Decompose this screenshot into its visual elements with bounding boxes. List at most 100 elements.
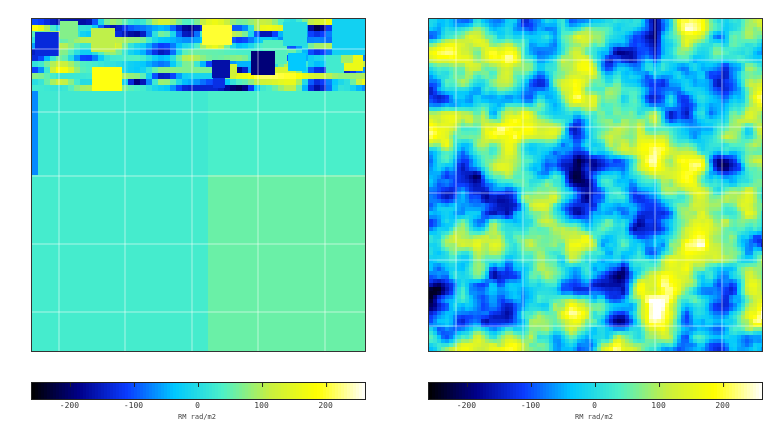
map-cell <box>609 175 613 179</box>
map-cell <box>685 175 689 179</box>
map-cell <box>609 203 613 207</box>
map-cell <box>266 79 272 85</box>
map-cell <box>525 183 529 187</box>
map-cell <box>569 55 573 59</box>
map-cell <box>445 123 449 127</box>
map-cell <box>573 111 577 115</box>
map-cell <box>661 123 665 127</box>
map-cell <box>621 71 625 75</box>
map-cell <box>62 37 68 43</box>
map-cell <box>745 155 749 159</box>
map-cell <box>182 49 188 55</box>
map-cell <box>188 79 194 85</box>
map-cell <box>705 35 709 39</box>
map-cell <box>681 111 685 115</box>
map-cell <box>433 103 437 107</box>
map-cell <box>80 31 86 37</box>
map-cell <box>665 55 669 59</box>
map-cell <box>665 195 669 199</box>
map-cell <box>501 63 505 67</box>
map-cell <box>629 195 633 199</box>
map-cell <box>621 87 625 91</box>
map-cell <box>657 171 661 175</box>
map-cell <box>457 159 461 163</box>
map-cell <box>721 111 725 115</box>
map-cell <box>673 103 677 107</box>
colorbar-segment <box>245 383 249 399</box>
map-cell <box>741 143 745 147</box>
colorbar-segment <box>308 383 312 399</box>
map-cell <box>597 111 601 115</box>
map-cell <box>577 55 581 59</box>
map-cell <box>597 63 601 67</box>
map-cell <box>585 103 589 107</box>
map-cell <box>681 167 685 171</box>
map-cell <box>429 135 433 139</box>
map-cell <box>705 55 709 59</box>
map-cell <box>609 211 613 215</box>
map-cell <box>573 155 577 159</box>
map-cell <box>537 39 541 43</box>
map-cell <box>713 19 717 23</box>
map-cell <box>677 163 681 167</box>
map-cell <box>601 63 605 67</box>
map-cell <box>146 43 152 49</box>
map-cell <box>681 195 685 199</box>
map-cell <box>489 147 493 151</box>
map-cell <box>32 79 38 85</box>
map-cell <box>717 91 721 95</box>
map-cell <box>729 63 733 67</box>
map-cell <box>601 123 605 127</box>
map-cell <box>725 115 729 119</box>
map-cell <box>461 107 465 111</box>
map-cell <box>681 39 685 43</box>
map-cell <box>637 63 641 67</box>
map-cell <box>251 51 275 75</box>
map-cell <box>134 19 140 25</box>
map-cell <box>701 127 705 131</box>
map-cell <box>713 127 717 131</box>
map-cell <box>158 25 164 31</box>
map-cell <box>242 43 248 49</box>
map-cell <box>441 39 445 43</box>
map-cell <box>669 127 673 131</box>
map-cell <box>429 75 433 79</box>
map-cell <box>685 47 689 51</box>
map-cell <box>501 51 505 55</box>
map-cell <box>649 171 653 175</box>
map-cell <box>621 19 625 23</box>
map-cell <box>605 71 609 75</box>
map-cell <box>637 75 641 79</box>
map-cell <box>541 131 545 135</box>
map-cell <box>717 199 721 203</box>
map-cell <box>557 163 561 167</box>
map-cell <box>473 147 477 151</box>
map-cell <box>140 25 146 31</box>
map-cell <box>621 31 625 35</box>
map-cell <box>218 19 224 25</box>
map-cell <box>545 199 549 203</box>
map-cell <box>645 99 649 103</box>
map-cell <box>585 195 589 199</box>
map-cell <box>593 151 597 155</box>
map-cell <box>541 135 545 139</box>
map-cell <box>493 39 497 43</box>
map-cell <box>561 67 565 71</box>
map-cell <box>597 43 601 47</box>
map-cell <box>649 35 653 39</box>
map-cell <box>737 151 741 155</box>
map-cell <box>689 167 693 171</box>
map-cell <box>525 167 529 171</box>
map-cell <box>669 99 673 103</box>
map-cell <box>689 39 693 43</box>
map-cell <box>629 151 633 155</box>
map-cell <box>705 43 709 47</box>
map-cell <box>469 59 473 63</box>
colorbar-segment <box>179 383 183 399</box>
map-cell <box>709 163 713 167</box>
map-cell <box>733 171 737 175</box>
map-cell <box>565 59 569 63</box>
map-cell <box>461 75 465 79</box>
map-cell <box>537 91 541 95</box>
map-cell <box>457 147 461 151</box>
